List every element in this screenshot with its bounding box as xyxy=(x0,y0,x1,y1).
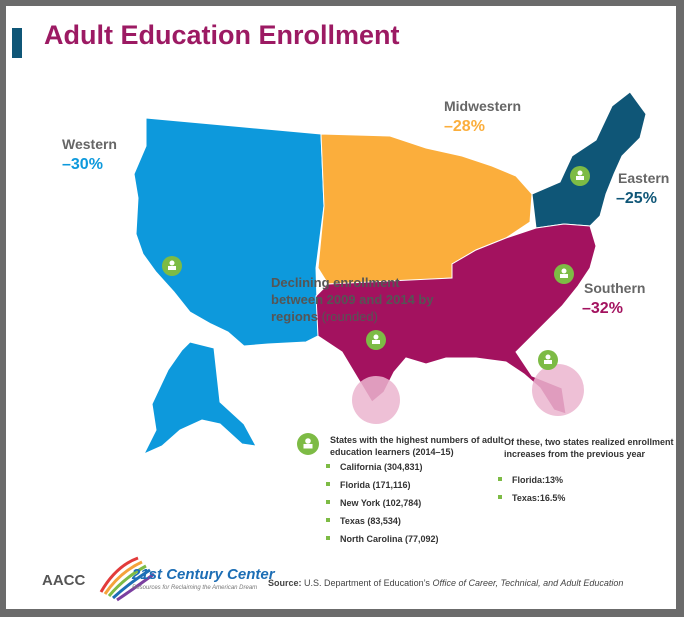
florida-highlight xyxy=(532,364,584,416)
texas-highlight xyxy=(352,376,400,424)
increases-list: Florida:13% Texas:16.5% xyxy=(498,475,565,511)
us-region-map xyxy=(99,91,647,602)
marker-california[interactable] xyxy=(162,256,182,276)
page-title: Adult Education Enrollment xyxy=(44,20,400,50)
region-label-eastern: Eastern xyxy=(618,170,670,186)
source-plain: U.S. Department of Education’s xyxy=(304,578,430,588)
aacc-logo-text: AACC xyxy=(42,572,86,589)
list-item: Texas (83,534) xyxy=(326,516,439,534)
marker-texas[interactable] xyxy=(366,330,386,350)
region-western[interactable] xyxy=(133,117,325,347)
logo-tagline: Resources for Reclaiming the American Dr… xyxy=(132,585,258,591)
highest-title: States with the highest numbers of adult… xyxy=(330,435,504,457)
region-label-midwestern: Midwestern xyxy=(444,98,522,114)
list-item: California (304,831) xyxy=(326,462,439,480)
source-italic: Office of Career, Technical, and Adult E… xyxy=(432,578,624,588)
marker-new-york[interactable] xyxy=(570,166,590,186)
infographic-card: Adult Education Enrollment Weste xyxy=(6,6,676,609)
increases-title: Of these, two states realized enrollment… xyxy=(504,437,674,459)
region-alaska[interactable] xyxy=(142,341,257,456)
source-label: Source: xyxy=(268,578,302,588)
region-label-western: Western xyxy=(62,136,117,152)
swoosh-logo-icon xyxy=(99,556,155,602)
marker-florida[interactable] xyxy=(538,350,558,370)
map-note: Declining enrollment between 2009 and 20… xyxy=(271,274,451,325)
legend-person-icon xyxy=(297,433,319,455)
map-note-main: Declining enrollment between 2009 and 20… xyxy=(271,275,434,324)
list-item: Florida (171,116) xyxy=(326,480,439,498)
region-change-western: –30% xyxy=(62,156,103,173)
region-change-midwestern: –28% xyxy=(444,118,485,135)
list-item: Florida:13% xyxy=(498,475,565,493)
region-change-southern: –32% xyxy=(582,300,623,317)
source-note: Source: U.S. Department of Education’s O… xyxy=(268,578,623,588)
region-change-eastern: –25% xyxy=(616,190,657,207)
century-center-logo-text: 21st Century Center xyxy=(132,566,275,583)
list-item: Texas:16.5% xyxy=(498,493,565,511)
marker-north-carolina[interactable] xyxy=(554,264,574,284)
highest-list: California (304,831) Florida (171,116) N… xyxy=(326,462,439,552)
list-item: New York (102,784) xyxy=(326,498,439,516)
map-note-suffix: (rounded) xyxy=(321,309,378,324)
region-label-southern: Southern xyxy=(584,280,646,296)
list-item: North Carolina (77,092) xyxy=(326,534,439,552)
title-accent-bar xyxy=(12,28,22,58)
